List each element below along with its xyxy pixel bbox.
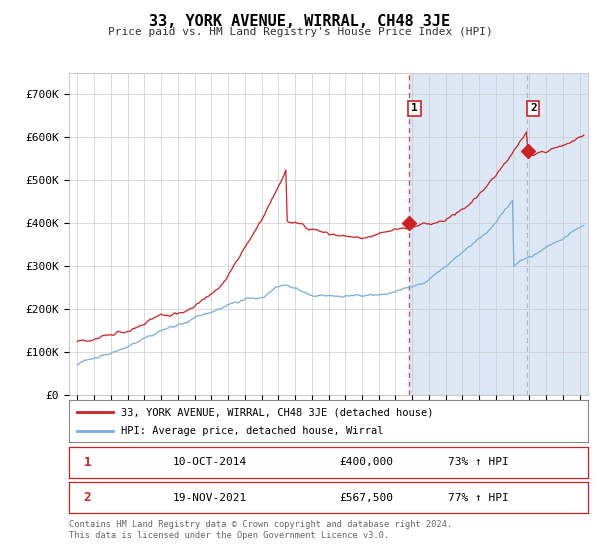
Text: Price paid vs. HM Land Registry's House Price Index (HPI): Price paid vs. HM Land Registry's House … — [107, 27, 493, 38]
Text: 2: 2 — [530, 104, 536, 114]
Text: 73% ↑ HPI: 73% ↑ HPI — [448, 458, 509, 467]
Text: HPI: Average price, detached house, Wirral: HPI: Average price, detached house, Wirr… — [121, 426, 383, 436]
Text: 33, YORK AVENUE, WIRRAL, CH48 3JE: 33, YORK AVENUE, WIRRAL, CH48 3JE — [149, 14, 451, 29]
Text: 33, YORK AVENUE, WIRRAL, CH48 3JE (detached house): 33, YORK AVENUE, WIRRAL, CH48 3JE (detac… — [121, 407, 433, 417]
Text: 1: 1 — [83, 456, 91, 469]
Text: Contains HM Land Registry data © Crown copyright and database right 2024.
This d: Contains HM Land Registry data © Crown c… — [69, 520, 452, 540]
Text: 2: 2 — [83, 491, 91, 504]
Text: 1: 1 — [411, 104, 418, 114]
Text: £567,500: £567,500 — [339, 493, 393, 502]
Text: 10-OCT-2014: 10-OCT-2014 — [173, 458, 247, 467]
Text: £400,000: £400,000 — [339, 458, 393, 467]
Bar — [409, 73, 600, 395]
Text: 77% ↑ HPI: 77% ↑ HPI — [448, 493, 509, 502]
Text: 19-NOV-2021: 19-NOV-2021 — [173, 493, 247, 502]
